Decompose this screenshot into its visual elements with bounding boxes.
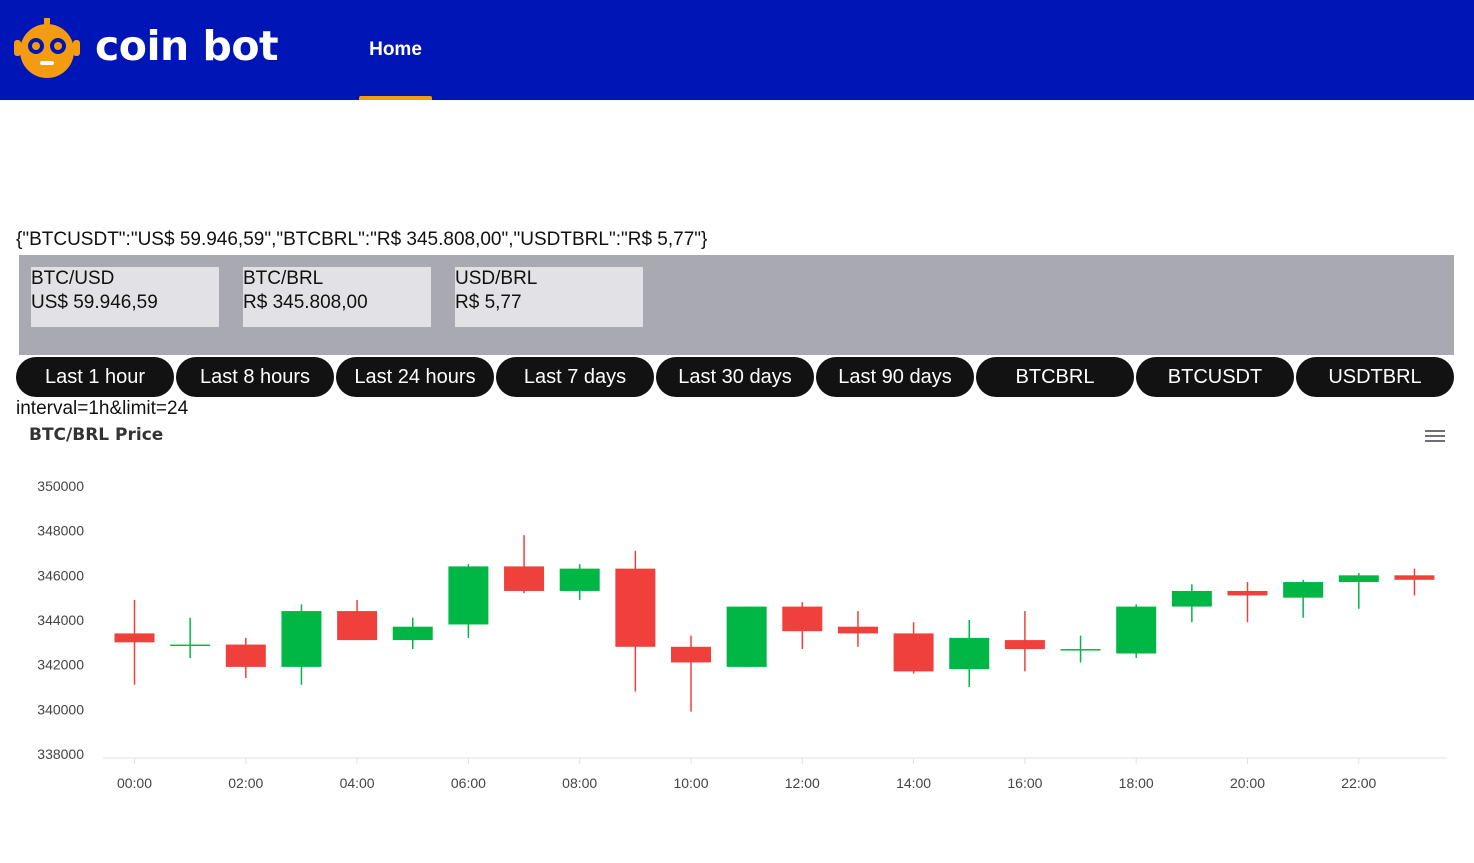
x-tick-label: 12:00 (785, 775, 820, 791)
ticker-price: US$ 59.946,59 (31, 292, 158, 313)
x-tick-label: 04:00 (340, 775, 375, 791)
candle-body-down (615, 568, 656, 647)
x-tick-label: 16:00 (1007, 775, 1042, 791)
candle-body-up (726, 606, 767, 667)
x-tick-label: 02:00 (228, 775, 263, 791)
x-tick-label: 18:00 (1119, 775, 1154, 791)
x-tick-label: 10:00 (673, 775, 708, 791)
candle-body-down (893, 633, 934, 672)
chart-title: BTC/BRL Price (29, 425, 164, 445)
raw-json-output: {"BTCUSDT":"US$ 59.946,59","BTCBRL":"R$ … (16, 229, 708, 250)
y-tick-label: 348000 (37, 523, 84, 539)
candle-body-up (949, 637, 990, 670)
active-tab-indicator (359, 96, 432, 100)
candle-body-up (1283, 582, 1324, 598)
x-tick-label: 20:00 (1230, 775, 1265, 791)
ticker-card-btc-usd: BTC/USD US$ 59.946,59 (31, 267, 219, 327)
x-tick-label: 22:00 (1341, 775, 1376, 791)
x-tick-label: 00:00 (117, 775, 152, 791)
x-tick-label: 06:00 (451, 775, 486, 791)
ticker-pair: BTC/BRL (243, 268, 324, 289)
btcbrl-button[interactable]: BTCBRL (976, 357, 1134, 397)
last-8-hours-button[interactable]: Last 8 hours (176, 357, 334, 397)
y-tick-label: 344000 (37, 612, 84, 628)
ticker-card-btc-brl: BTC/BRL R$ 345.808,00 (243, 267, 431, 327)
candle-body-down (837, 626, 878, 634)
candle-body-down (671, 646, 711, 663)
candle-body-down (1394, 575, 1435, 580)
candle-body-down (225, 644, 266, 667)
candle-body-up (170, 644, 211, 647)
x-tick-label: 14:00 (896, 775, 931, 791)
usdtbrl-button[interactable]: USDTBRL (1296, 357, 1454, 397)
robot-face-icon[interactable] (14, 16, 80, 82)
candle-body-up (1116, 606, 1157, 654)
candle-body-up (448, 566, 489, 625)
candle-body-up (1171, 590, 1212, 607)
last-7-days-button[interactable]: Last 7 days (496, 357, 654, 397)
last-1-hour-button[interactable]: Last 1 hour (16, 357, 174, 397)
candle-body-up (559, 568, 600, 591)
y-tick-label: 338000 (37, 746, 84, 762)
nav-home-link[interactable]: Home (359, 0, 432, 100)
x-tick-label: 08:00 (562, 775, 597, 791)
candle-body-up (1060, 649, 1101, 651)
y-tick-label: 340000 (37, 701, 84, 717)
ticker-card-usd-brl: USD/BRL R$ 5,77 (455, 267, 643, 327)
ticker-price: R$ 345.808,00 (243, 292, 368, 313)
brand-name: coin bot (95, 22, 279, 70)
y-tick-label: 346000 (37, 567, 84, 583)
candle-body-down (114, 633, 155, 643)
ticker-price: R$ 5,77 (455, 292, 522, 313)
candlestick-chart: 338000 340000 342000 344000 346000 348000 3500… (37, 478, 1447, 791)
candle-body-up (281, 611, 322, 667)
candle-body-down (337, 611, 378, 641)
last-90-days-button[interactable]: Last 90 days (816, 357, 974, 397)
candle-body-down (504, 566, 545, 591)
btcusdt-button[interactable]: BTCUSDT (1136, 357, 1294, 397)
ticker-pair: BTC/USD (31, 268, 115, 289)
y-tick-label: 342000 (37, 657, 84, 673)
query-string: interval=1h&limit=24 (16, 398, 189, 419)
candle-body-down (1004, 640, 1045, 650)
y-tick-label: 350000 (37, 478, 84, 494)
last-30-days-button[interactable]: Last 30 days (656, 357, 814, 397)
candle-body-up (392, 626, 433, 641)
last-24-hours-button[interactable]: Last 24 hours (336, 357, 494, 397)
candle-body-up (1338, 575, 1379, 583)
hamburger-menu-icon[interactable] (1424, 428, 1446, 444)
candle-body-down (1227, 590, 1268, 596)
top-navbar: coin bot Home (0, 0, 1474, 100)
nav-home-label: Home (369, 39, 422, 60)
candle-body-down (782, 606, 823, 632)
ticker-panel: BTC/USD US$ 59.946,59 BTC/BRL R$ 345.808… (19, 255, 1454, 355)
ticker-pair: USD/BRL (455, 268, 538, 289)
